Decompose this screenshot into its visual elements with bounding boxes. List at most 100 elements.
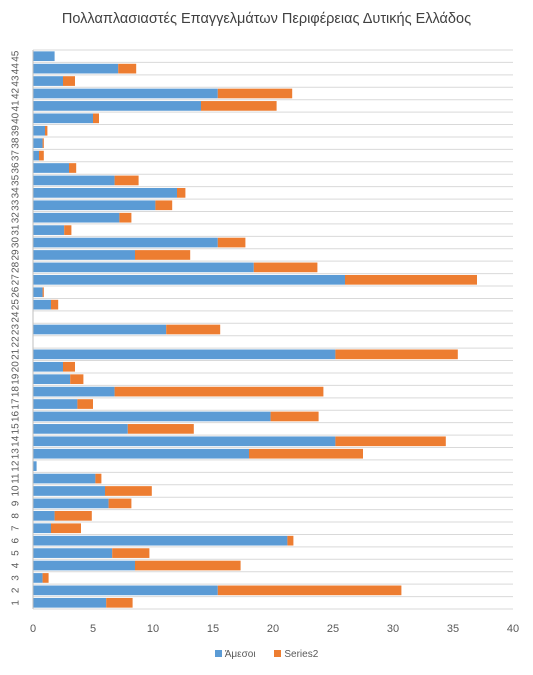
bar-series-1 (33, 436, 336, 447)
bar-series-1 (33, 237, 218, 248)
y-tick-label: 17 (11, 398, 22, 410)
y-tick-label: 39 (11, 125, 22, 137)
bar-series-2 (287, 535, 294, 546)
x-tick-label: 30 (387, 623, 399, 635)
y-tick-label: 36 (11, 162, 22, 174)
bar-series-1 (33, 411, 271, 422)
bar-series-2 (69, 163, 77, 173)
bar-series-2 (249, 448, 363, 459)
bar-series-2 (95, 473, 102, 484)
bar-series-2 (155, 200, 173, 211)
bar-series-1 (33, 175, 115, 186)
bar-series-1 (33, 486, 105, 496)
axes-group: 1234567891011121314151617181920212223242… (11, 50, 519, 635)
bar-series-1 (33, 448, 249, 459)
legend-label-series-1: Άμεσοι (224, 649, 256, 660)
bar-series-2 (39, 150, 44, 161)
legend-item-series-1: Άμεσοι (214, 649, 256, 660)
bar-series-2 (127, 424, 194, 434)
bar-series-1 (33, 163, 69, 173)
y-tick-label: 22 (11, 336, 22, 348)
bar-series-2 (201, 101, 277, 111)
x-tick-label: 5 (90, 623, 96, 635)
x-tick-label: 35 (447, 623, 459, 635)
y-tick-label: 41 (11, 100, 22, 112)
y-tick-label: 44 (11, 63, 22, 75)
y-tick-label: 20 (11, 361, 22, 373)
bar-series-2 (77, 399, 93, 409)
chart-title: Πολλαπλασιαστές Επαγγελμάτων Περιφέρειας… (61, 11, 472, 27)
bar-series-1 (33, 212, 120, 223)
bar-series-2 (45, 125, 48, 136)
y-tick-label: 45 (11, 50, 22, 62)
bar-series-1 (33, 138, 43, 149)
bar-series-2 (105, 486, 152, 496)
bar-series-1 (33, 399, 78, 409)
bar-series-1 (33, 101, 201, 111)
bar-series-2 (217, 237, 246, 248)
bar-series-2 (93, 113, 99, 124)
bar-series-1 (33, 461, 37, 471)
bars-group (33, 51, 477, 608)
bar-series-1 (33, 150, 39, 161)
bar-series-1 (33, 523, 51, 534)
bar-series-2 (135, 250, 191, 260)
x-tick-label: 25 (327, 623, 339, 635)
x-tick-label: 0 (30, 623, 36, 635)
bar-series-2 (108, 498, 132, 509)
bar-series-1 (33, 250, 135, 260)
bar-series-2 (335, 349, 458, 360)
bar-series-2 (63, 361, 75, 372)
y-tick-label: 29 (11, 249, 22, 261)
bar-series-1 (33, 349, 336, 360)
bar-series-1 (33, 560, 135, 571)
y-tick-label: 8 (11, 513, 22, 519)
legend-item-series-2: Series2 (274, 649, 318, 660)
legend-swatch-series-2 (274, 650, 282, 657)
bar-series-2 (54, 510, 92, 521)
y-tick-label: 25 (11, 299, 22, 311)
bar-series-2 (114, 386, 324, 397)
x-tick-label: 10 (147, 623, 159, 635)
y-tick-label: 37 (11, 150, 22, 162)
bar-series-1 (33, 424, 128, 434)
y-tick-label: 27 (11, 274, 22, 286)
legend-label-series-2: Series2 (284, 649, 319, 660)
bar-series-2 (106, 597, 133, 608)
bar-series-2 (114, 175, 139, 186)
bar-series-2 (177, 188, 186, 198)
bar-series-2 (42, 573, 49, 583)
bar-series-2 (270, 411, 319, 422)
bar-series-1 (33, 188, 177, 198)
y-tick-label: 40 (11, 112, 22, 124)
y-tick-label: 24 (11, 311, 22, 323)
y-tick-label: 19 (11, 373, 22, 385)
bar-series-1 (33, 386, 115, 397)
x-tick-label: 20 (267, 623, 279, 635)
bar-series-1 (33, 573, 43, 583)
y-tick-label: 26 (11, 286, 22, 298)
bar-series-1 (33, 287, 43, 298)
bar-series-2 (64, 225, 72, 235)
bar-series-2 (51, 299, 59, 310)
bar-series-1 (33, 535, 288, 546)
bar-series-2 (112, 548, 150, 558)
y-tick-label: 6 (11, 537, 22, 543)
y-tick-label: 10 (11, 485, 22, 497)
bar-series-1 (33, 262, 254, 273)
bar-series-1 (33, 299, 51, 310)
bar-series-2 (63, 76, 75, 86)
y-tick-label: 38 (11, 137, 22, 149)
y-tick-label: 15 (11, 423, 22, 435)
bar-series-1 (33, 510, 55, 521)
bar-series-2 (217, 585, 402, 596)
y-tick-label: 34 (11, 187, 22, 199)
y-tick-label: 9 (11, 500, 22, 506)
bar-series-2 (51, 523, 81, 534)
bar-series-1 (33, 63, 119, 74)
y-tick-label: 5 (11, 550, 22, 556)
bar-series-1 (33, 225, 65, 235)
bar-series-1 (33, 473, 96, 484)
